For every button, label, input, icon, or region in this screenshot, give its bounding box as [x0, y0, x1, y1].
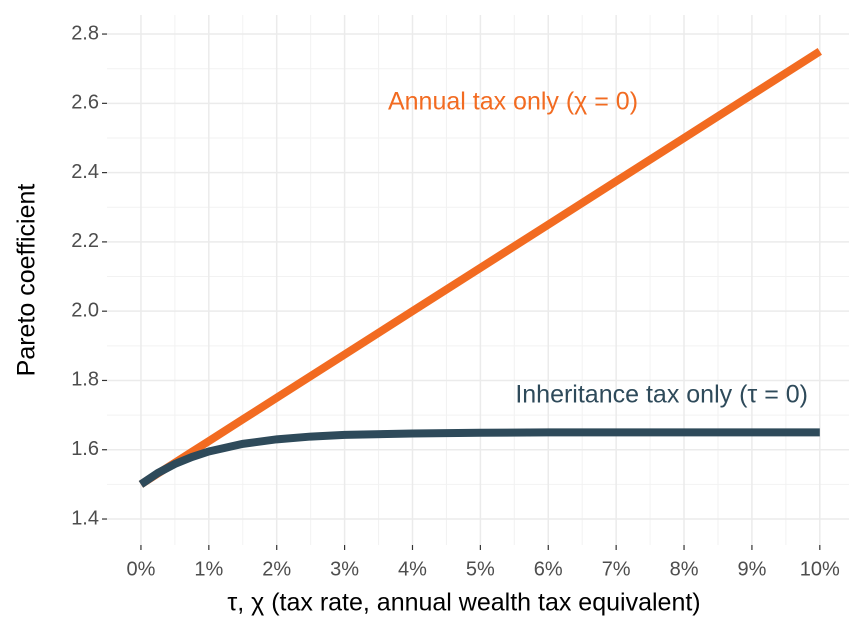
x-tick-label: 7% [602, 558, 631, 580]
x-tick-label: 9% [737, 558, 766, 580]
y-tick-label: 2.0 [71, 299, 99, 321]
x-tick-label: 8% [670, 558, 699, 580]
series-annotation: Annual tax only (χ = 0) [388, 88, 638, 116]
y-tick-label: 1.6 [71, 438, 99, 460]
series-annotation: Inheritance tax only (τ = 0) [515, 381, 808, 409]
series-line [138, 428, 820, 488]
x-tick-label: 2% [262, 558, 291, 580]
y-axis-title: Pareto coefficient [13, 184, 41, 377]
y-tick-label: 2.4 [71, 161, 99, 183]
y-tick-label: 1.4 [71, 507, 99, 529]
y-tick-label: 2.6 [71, 92, 99, 114]
x-tick-label: 6% [534, 558, 563, 580]
x-tick-label: 3% [330, 558, 359, 580]
y-tick-label: 2.2 [71, 230, 99, 252]
x-tick-label: 10% [800, 558, 840, 580]
x-tick-label: 1% [194, 558, 223, 580]
y-tick-label: 1.8 [71, 369, 99, 391]
x-tick-label: 0% [126, 558, 155, 580]
x-tick-label: 5% [466, 558, 495, 580]
x-axis-title: τ, χ (tax rate, annual wealth tax equiva… [227, 589, 700, 617]
x-tick-label: 4% [398, 558, 427, 580]
y-tick-label: 2.8 [71, 22, 99, 44]
